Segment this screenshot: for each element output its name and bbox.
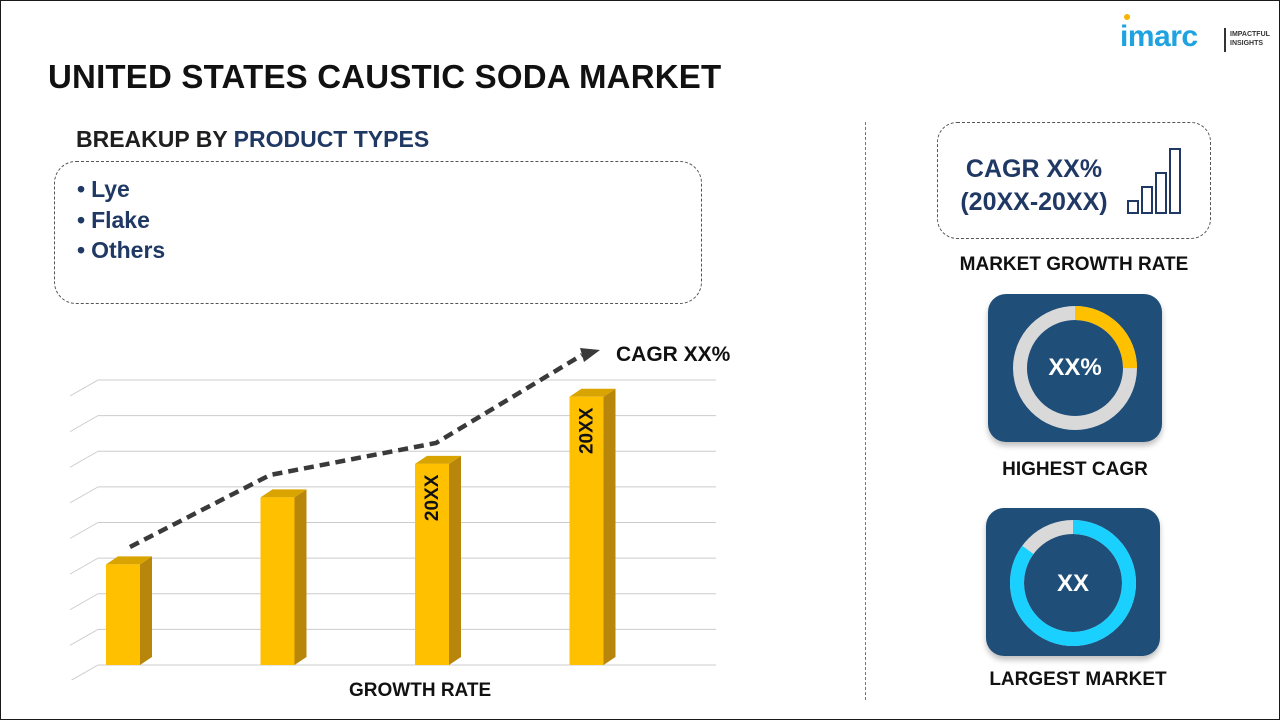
logo-dot <box>1124 14 1130 20</box>
cagr-box: CAGR XX% (20XX-20XX) <box>937 122 1211 239</box>
cagr-line-1: CAGR XX% <box>965 155 1103 183</box>
bar-side <box>603 388 616 665</box>
breakup-heading-prefix: BREAKUP BY <box>76 126 228 152</box>
breakup-heading: BREAKUP BY PRODUCT TYPES <box>76 126 429 153</box>
imarc-logo: imarc IMPACTFUL INSIGHTS <box>1120 14 1272 54</box>
grid-line-depth <box>69 450 99 468</box>
growth-rate-caption: MARKET GROWTH RATE <box>959 254 1189 275</box>
chart-x-label: GROWTH RATE <box>349 680 492 701</box>
bar-side <box>449 455 461 665</box>
bar-top <box>106 556 152 565</box>
largest-market-donut <box>1010 520 1136 646</box>
product-type-label: Flake <box>91 206 150 233</box>
trend-label: CAGR XX% <box>616 343 731 366</box>
grid-line-depth <box>69 379 99 397</box>
bar-label: 20XX <box>577 407 598 454</box>
grid-line-depth <box>69 522 99 539</box>
largest-market-caption: LARGEST MARKET <box>989 669 1167 690</box>
bar-top <box>415 455 461 464</box>
bar-side <box>140 556 152 665</box>
product-types-list: • Lye • Flake • Others <box>77 174 165 266</box>
bar <box>106 564 140 665</box>
highest-cagr-value: XX% <box>1048 354 1102 381</box>
product-type-label: Lye <box>91 176 130 202</box>
bar <box>260 497 295 665</box>
cagr-text: CAGR XX% (20XX-20XX) <box>954 153 1114 219</box>
logo-tagline: IMPACTFUL INSIGHTS <box>1230 31 1270 47</box>
highest-cagr-caption: HIGHEST CAGR <box>1002 459 1148 480</box>
product-type-item: • Others <box>77 237 166 263</box>
trend-line <box>128 353 584 550</box>
bar-side <box>294 489 307 665</box>
logo-word: imarc <box>1120 20 1198 53</box>
trend-arrowhead <box>580 348 600 362</box>
cagr-line-2: (20XX-20XX) <box>960 188 1108 216</box>
highest-cagr-donut <box>1013 306 1137 430</box>
grid-line-depth <box>69 486 99 504</box>
logo-separator <box>1224 28 1226 52</box>
grid-line-depth <box>69 628 99 646</box>
product-types-box: • Lye • Flake • Others <box>54 161 702 304</box>
product-type-item: • Lye <box>77 176 130 202</box>
largest-market-tile: XX <box>986 508 1160 656</box>
growth-chart: 20XX 20XX CAGR XX% <box>69 343 731 680</box>
bar <box>415 463 449 665</box>
bar <box>569 396 604 665</box>
highest-cagr-tile: XX% <box>988 294 1162 442</box>
page-title: UNITED STATES CAUSTIC SODA MARKET <box>48 58 722 95</box>
grid-line-depth <box>69 415 99 433</box>
bar-top <box>569 388 616 397</box>
bar-top <box>260 489 307 498</box>
product-type-label: Others <box>91 237 166 263</box>
bar-growth-icon <box>1127 148 1181 214</box>
vertical-divider <box>865 122 866 700</box>
breakup-heading-accent: PRODUCT TYPES <box>233 126 430 152</box>
bar-label: 20XX <box>422 474 443 521</box>
grid-line-depth <box>70 664 99 680</box>
donut-segment <box>1013 306 1137 430</box>
donut-segment <box>1010 520 1136 646</box>
largest-market-value: XX <box>1056 570 1089 597</box>
grid-line-depth <box>69 593 99 611</box>
grid-line-depth <box>69 557 99 575</box>
product-type-item: • Flake <box>77 206 150 233</box>
